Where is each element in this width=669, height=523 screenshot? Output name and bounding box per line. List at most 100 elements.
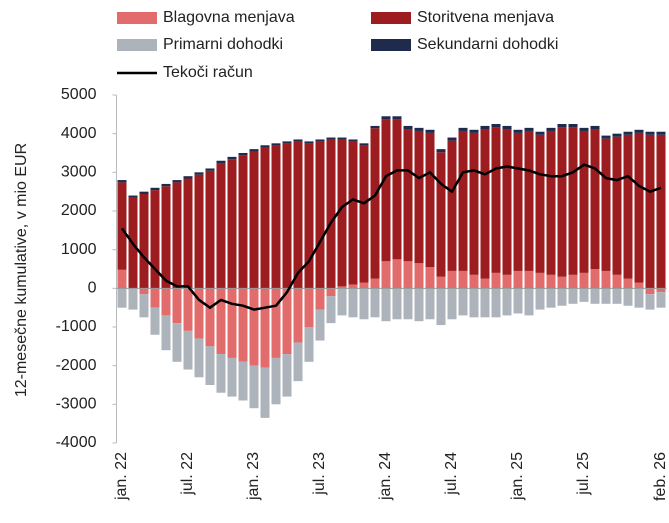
- bar-segment: [535, 134, 545, 273]
- bar-segment: [491, 272, 501, 289]
- bar-segment: [425, 267, 435, 289]
- bar-segment: [601, 270, 611, 289]
- bar-segment: [271, 143, 281, 146]
- bar-segment: [502, 125, 512, 130]
- bar-segment: [205, 170, 215, 289]
- bar-segment: [403, 125, 413, 130]
- bar-segment: [634, 129, 644, 133]
- bar-segment: [260, 147, 270, 289]
- bar-segment: [634, 282, 644, 289]
- bar-segment: [370, 288, 380, 318]
- bar-segment: [513, 129, 523, 133]
- bar-segment: [359, 282, 369, 289]
- x-tick-label: feb. 26: [652, 452, 669, 501]
- bar-segment: [546, 274, 556, 289]
- legend-label: Primarni dohodki: [163, 36, 283, 53]
- bar-segment: [172, 180, 182, 183]
- bar-segment: [117, 180, 127, 183]
- bar-segment: [249, 149, 259, 152]
- bar-segment: [458, 270, 468, 289]
- bar-segment: [590, 129, 600, 269]
- x-tick-label: jan. 24: [377, 452, 394, 501]
- bar-segment: [227, 156, 237, 160]
- bar-segment: [447, 288, 457, 320]
- bar-segment: [656, 292, 666, 308]
- legend-label: Sekundarni dohodki: [417, 36, 558, 53]
- bar-segment: [282, 354, 292, 397]
- bar-segment: [128, 288, 138, 310]
- bar-segment: [172, 182, 182, 289]
- bar-segment: [315, 141, 325, 289]
- bar-segment: [414, 288, 424, 322]
- bar-segment: [579, 127, 589, 131]
- bar-segment: [458, 127, 468, 131]
- bar-segment: [568, 127, 578, 275]
- y-tick-label: -3000: [56, 396, 97, 413]
- bar-segment: [216, 288, 226, 355]
- bar-segment: [579, 288, 589, 302]
- bar-segment: [392, 288, 402, 320]
- bar-segment: [557, 124, 567, 128]
- x-tick-label: jul. 23: [311, 452, 328, 496]
- bar-segment: [414, 127, 424, 131]
- bar-segment: [546, 127, 556, 131]
- bar-segment: [238, 288, 248, 362]
- bar-segment: [150, 187, 160, 191]
- bar-segment: [326, 288, 336, 297]
- bar-segment: [117, 182, 127, 270]
- bar-segment: [150, 288, 160, 308]
- bar-segment: [128, 195, 138, 198]
- y-tick-label: 1000: [61, 241, 97, 258]
- bar-segment: [491, 288, 501, 318]
- bar-segment: [524, 270, 534, 289]
- bar-segment: [326, 137, 336, 140]
- bar-segment: [150, 307, 160, 335]
- bar-segment: [425, 288, 435, 320]
- bar-segment: [282, 141, 292, 144]
- bar-segment: [348, 139, 358, 142]
- bar-segment: [568, 124, 578, 128]
- bar-segment: [381, 261, 391, 289]
- bar-segment: [645, 288, 655, 295]
- bar-segment: [436, 288, 446, 326]
- bar-segment: [458, 130, 468, 271]
- bar-segment: [612, 274, 622, 289]
- bar-segment: [469, 129, 479, 133]
- bar-segment: [447, 270, 457, 289]
- bar-segment: [392, 259, 402, 289]
- bar-segment: [469, 274, 479, 289]
- bar-segment: [183, 176, 193, 179]
- bar-segment: [381, 119, 391, 262]
- y-tick-label: -2000: [56, 357, 97, 374]
- bar-segment: [359, 145, 369, 283]
- bar-segment: [282, 143, 292, 289]
- bar-segment: [568, 288, 578, 304]
- bar-segment: [436, 276, 446, 289]
- bar-segment: [271, 145, 281, 289]
- bar-segment: [535, 131, 545, 135]
- bar-segment: [293, 141, 303, 289]
- bar-segment: [139, 191, 149, 194]
- bar-segment: [271, 288, 281, 358]
- bar-segment: [348, 141, 358, 285]
- bar-segment: [172, 288, 182, 324]
- bar-segment: [414, 263, 424, 289]
- bar-segment: [194, 288, 204, 339]
- bar-segment: [161, 315, 171, 351]
- bar-segment: [546, 130, 556, 275]
- bar-segment: [249, 151, 259, 289]
- bar-segment: [381, 116, 391, 120]
- bar-segment: [601, 135, 611, 139]
- bar-segment: [480, 125, 490, 130]
- x-tick-label: jan. 23: [245, 452, 262, 501]
- y-tick-label: 5000: [61, 86, 97, 103]
- legend-swatch: [371, 12, 411, 24]
- legend-label: Storitvena menjava: [417, 9, 554, 26]
- bar-segment: [590, 269, 600, 289]
- y-tick-label: 4000: [61, 125, 97, 142]
- bar-segment: [238, 155, 248, 289]
- bar-segment: [359, 288, 369, 320]
- bar-segment: [557, 127, 567, 277]
- legend-swatch: [117, 12, 157, 24]
